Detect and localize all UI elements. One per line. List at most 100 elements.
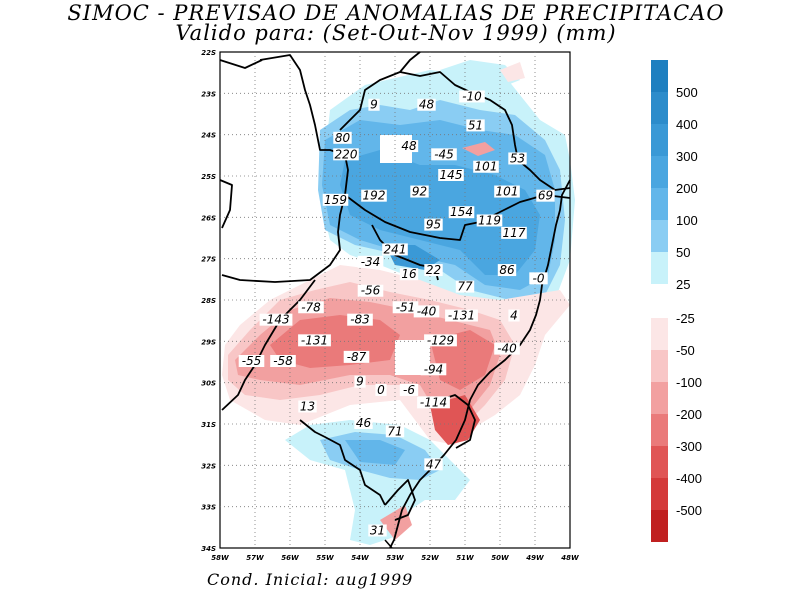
anomaly-value: 145 (440, 168, 463, 182)
lon-tick-label: 55W (316, 554, 334, 562)
positive-anomaly-area (440, 60, 520, 90)
anomaly-value: -131 (301, 333, 328, 347)
lat-tick-label: 29S (201, 338, 216, 346)
anomaly-value: 53 (510, 151, 525, 165)
anomaly-value: -51 (396, 300, 416, 314)
value-label-bg (259, 313, 293, 326)
negative-anomaly-area (500, 62, 525, 82)
lat-tick-label: 28S (201, 297, 216, 305)
value-label-bg (501, 226, 527, 239)
value-label-bg (494, 185, 520, 198)
lat-tick-label: 33S (201, 504, 216, 512)
boundary-line (221, 54, 349, 283)
lon-tick-label: 53W (386, 554, 404, 562)
boundary-line (299, 419, 386, 506)
anomaly-value: -83 (350, 313, 370, 327)
colorbar-swatch (651, 382, 668, 414)
negative-anomaly-area (380, 505, 412, 540)
anomaly-value: 80 (335, 131, 351, 145)
lake-outline (384, 539, 393, 549)
lat-lon-gridlines (220, 52, 570, 548)
colorbar-label: -100 (676, 375, 702, 390)
anomaly-value: 0 (377, 383, 385, 397)
negative-anomaly-area (462, 142, 495, 156)
value-label-bg (333, 148, 359, 161)
value-label-bg (399, 268, 419, 281)
anomaly-value: 16 (401, 267, 417, 281)
value-label-bg (508, 309, 520, 322)
colorbar-label: 25 (676, 277, 690, 292)
lon-tick-label: 48W (561, 554, 579, 562)
lon-tick-label: 54W (351, 554, 369, 562)
lat-tick-label: 32S (201, 462, 216, 470)
anomaly-value: 192 (363, 189, 386, 203)
boundary-line (219, 179, 233, 229)
value-label-bg (399, 140, 419, 153)
value-label-bg (270, 355, 296, 367)
anomaly-value: 86 (499, 263, 515, 277)
lat-tick-label: 23S (201, 90, 216, 98)
anomaly-value: 154 (450, 205, 473, 219)
anomaly-value: 220 (335, 147, 358, 161)
anomaly-value: 159 (324, 193, 347, 207)
value-label-bg (431, 148, 457, 161)
colorbar-label: 300 (676, 149, 698, 164)
boundary-line (399, 71, 571, 191)
colorbar-swatch (651, 124, 668, 156)
anomaly-value: -45 (434, 147, 454, 161)
anomaly-value: 101 (475, 160, 498, 174)
colorbar-label: 500 (676, 85, 698, 100)
value-label-bg (473, 160, 499, 173)
colorbar-label: -200 (676, 407, 702, 422)
value-label-bg (399, 383, 419, 396)
anomaly-value: -55 (242, 354, 262, 368)
colorbar-swatch (651, 220, 668, 252)
value-label-bg (410, 185, 429, 198)
anomaly-value: 46 (356, 416, 372, 430)
value-label-bg (417, 396, 450, 409)
colorbar-swatch (651, 478, 668, 510)
anomaly-value: 77 (457, 280, 473, 294)
anomaly-value: 9 (370, 98, 378, 112)
value-label-bg (424, 458, 443, 471)
colorbar-negative: -25 -50 -100 -200 -300 -400 -500 (651, 311, 702, 542)
colorbar-positive: 500 400 300 200 100 50 25 (651, 60, 698, 292)
anomaly-value: 48 (419, 98, 435, 112)
anomaly-value: 241 (384, 242, 407, 256)
colorbar-swatch (651, 156, 668, 188)
value-label-bg (298, 301, 324, 314)
value-label-bg (476, 214, 503, 227)
lon-tick-label: 57W (246, 554, 264, 562)
colorbar-swatch (651, 446, 668, 478)
anomaly-value: -6 (403, 383, 415, 397)
colorbar-label: -500 (676, 503, 702, 518)
colorbar-label: -300 (676, 439, 702, 454)
lat-tick-label: 25S (201, 173, 216, 181)
value-label-bg (424, 334, 457, 347)
anomaly-value: 9 (356, 375, 364, 389)
value-label-bg (238, 355, 265, 367)
anomaly-value: 47 (426, 457, 442, 471)
anomaly-value: 22 (426, 263, 441, 277)
anomaly-value: 71 (387, 424, 402, 438)
value-label-bg (424, 264, 443, 277)
political-boundaries (219, 51, 571, 549)
value-label-bg (361, 189, 387, 202)
anomaly-value: -0 (533, 271, 545, 285)
value-label-bg (298, 334, 331, 347)
lat-tick-label: 22S (201, 49, 216, 57)
value-label-bg (368, 524, 387, 537)
value-label-bg (448, 206, 475, 219)
lon-tick-label: 49W (526, 554, 544, 562)
anomaly-value: -78 (301, 300, 321, 314)
value-label-bg (343, 350, 370, 363)
lon-tick-label: 56W (281, 554, 299, 562)
boundary-line (339, 51, 421, 131)
value-label-bg (508, 152, 527, 165)
value-label-bg (333, 131, 352, 144)
value-label-bg (392, 301, 419, 314)
anomaly-value: -10 (462, 89, 482, 103)
anomaly-value: 31 (370, 523, 385, 537)
anomaly-value: -114 (420, 395, 447, 409)
